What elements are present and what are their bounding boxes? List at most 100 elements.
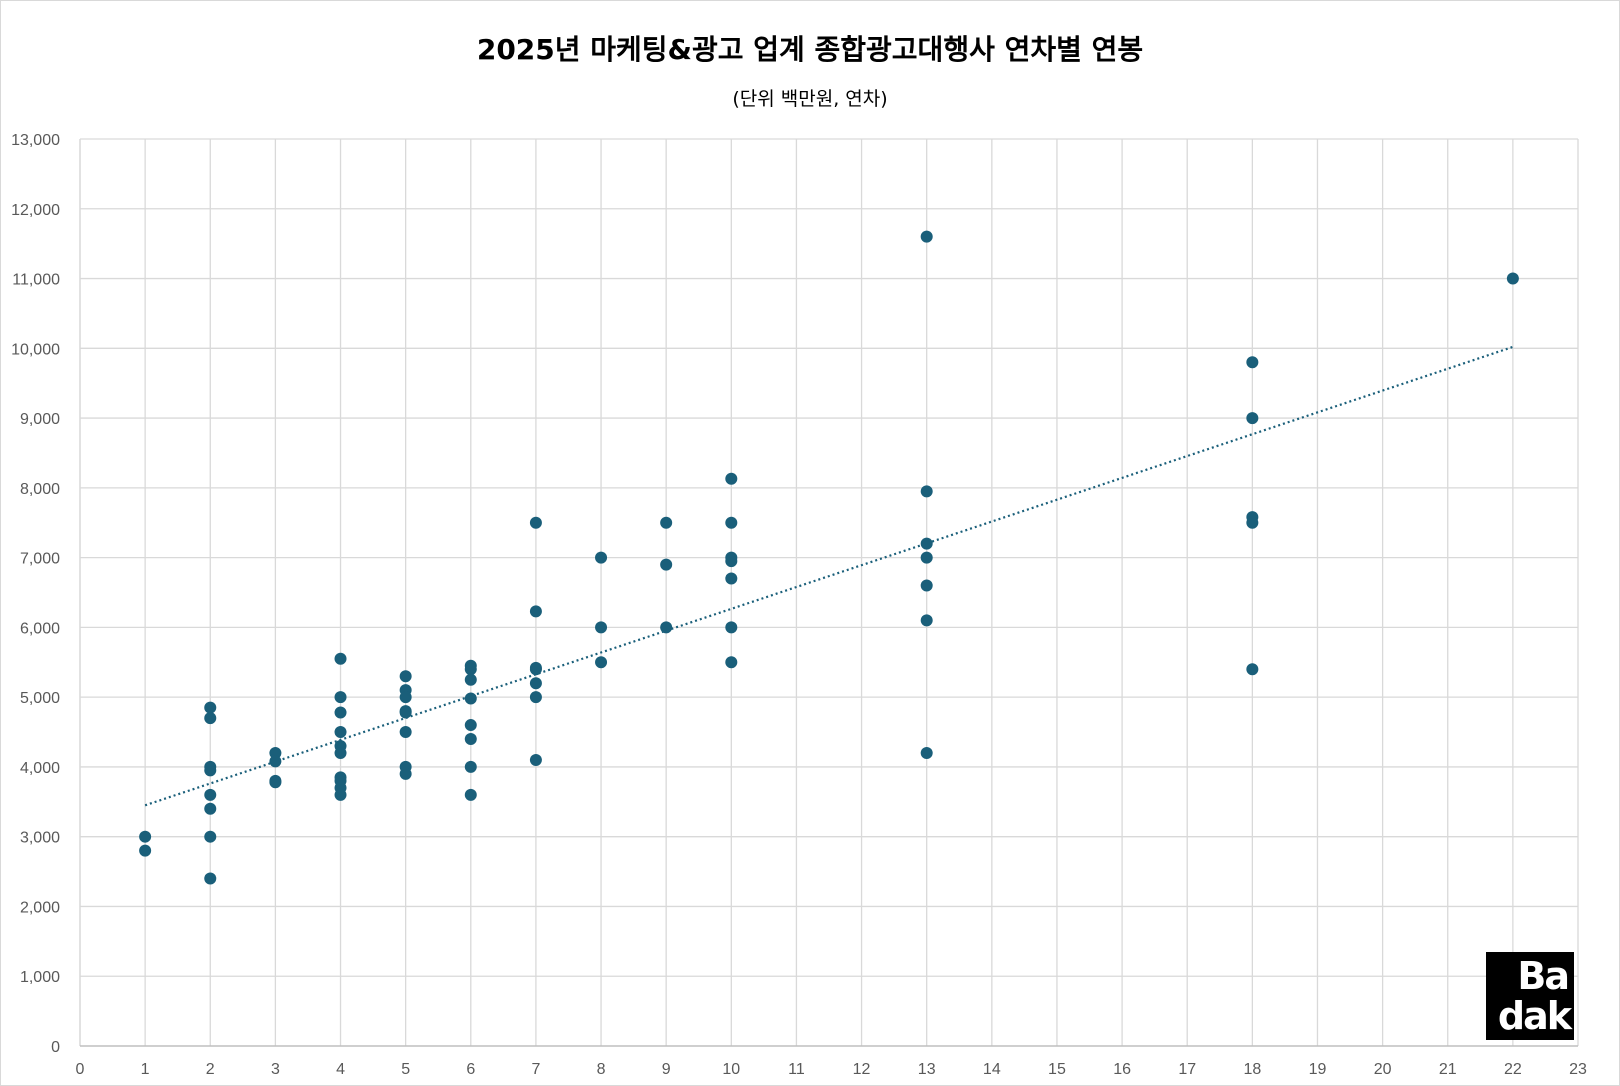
x-tick-label: 17 xyxy=(1178,1061,1196,1078)
data-point xyxy=(725,555,738,568)
data-point xyxy=(334,726,347,739)
data-point xyxy=(204,712,217,725)
data-point xyxy=(920,746,933,759)
y-tick-label: 3,000 xyxy=(20,830,60,847)
x-tick-label: 8 xyxy=(597,1061,606,1078)
data-point xyxy=(595,621,608,634)
data-point xyxy=(334,788,347,801)
data-point xyxy=(1246,412,1259,425)
trendline xyxy=(144,345,1514,807)
x-tick-label: 19 xyxy=(1309,1061,1327,1078)
x-tick-label: 13 xyxy=(918,1061,936,1078)
data-point xyxy=(399,691,412,704)
data-point xyxy=(660,558,673,571)
data-point xyxy=(204,830,217,843)
y-tick-label: 13,000 xyxy=(11,132,60,149)
x-tick-label: 11 xyxy=(788,1061,805,1078)
y-tick-label: 10,000 xyxy=(11,341,60,358)
data-point xyxy=(464,760,477,773)
data-point xyxy=(920,614,933,627)
chart-title: 2025년 마케팅&광고 업계 종합광고대행사 연차별 연봉 xyxy=(476,33,1144,66)
data-points xyxy=(139,230,1519,885)
logo-line2: dak xyxy=(1497,994,1572,1038)
trendline-group xyxy=(144,345,1514,807)
data-point xyxy=(204,701,217,714)
x-tick-label: 18 xyxy=(1243,1061,1261,1078)
data-point xyxy=(464,733,477,746)
data-point xyxy=(529,605,542,618)
data-point xyxy=(920,551,933,564)
data-point xyxy=(529,677,542,690)
x-tick-labels: 0 1 2 3 4 5 6 7 8 9 10 11 12 13 14 15 16 17 18 19 20 21 22 23 xyxy=(76,1061,1587,1078)
grid-lines xyxy=(80,138,1579,1046)
y-tick-label: 1,000 xyxy=(20,969,60,986)
data-point xyxy=(334,652,347,665)
x-tick-label: 21 xyxy=(1439,1061,1457,1078)
data-point xyxy=(1506,272,1519,285)
data-point xyxy=(399,706,412,719)
data-point xyxy=(529,691,542,704)
x-tick-label: 15 xyxy=(1048,1061,1066,1078)
data-point xyxy=(660,621,673,634)
y-tick-label: 7,000 xyxy=(20,551,60,568)
data-point xyxy=(139,830,152,843)
data-point xyxy=(334,746,347,759)
data-point xyxy=(204,802,217,815)
x-tick-label: 22 xyxy=(1504,1061,1522,1078)
logo-line1: Ba xyxy=(1517,954,1570,998)
data-point xyxy=(204,872,217,885)
data-point xyxy=(725,621,738,634)
x-tick-label: 2 xyxy=(206,1061,215,1078)
data-point xyxy=(464,663,477,676)
data-point xyxy=(920,485,933,498)
y-tick-label: 8,000 xyxy=(20,481,60,498)
y-tick-label: 9,000 xyxy=(20,411,60,428)
x-tick-label: 7 xyxy=(531,1061,540,1078)
data-point xyxy=(399,726,412,739)
x-tick-label: 9 xyxy=(662,1061,671,1078)
data-point xyxy=(529,516,542,529)
data-point xyxy=(399,670,412,683)
data-point xyxy=(1246,356,1259,369)
data-point xyxy=(725,656,738,669)
data-point xyxy=(920,579,933,592)
data-point xyxy=(464,673,477,686)
data-point xyxy=(464,692,477,705)
y-tick-label: 5,000 xyxy=(20,690,60,707)
data-point xyxy=(464,719,477,732)
x-tick-label: 10 xyxy=(722,1061,740,1078)
x-tick-label: 6 xyxy=(466,1061,475,1078)
data-point xyxy=(464,788,477,801)
data-point xyxy=(660,516,673,529)
data-point xyxy=(920,537,933,550)
data-point xyxy=(595,656,608,669)
y-tick-label: 4,000 xyxy=(20,760,60,777)
data-point xyxy=(529,753,542,766)
data-point xyxy=(269,746,282,759)
y-tick-label: 2,000 xyxy=(20,899,60,916)
x-tick-label: 23 xyxy=(1569,1061,1587,1078)
data-point xyxy=(334,691,347,704)
badak-logo: Ba dak xyxy=(1486,952,1574,1040)
y-tick-label: 0 xyxy=(51,1039,60,1056)
data-point xyxy=(725,572,738,585)
x-tick-label: 1 xyxy=(141,1061,150,1078)
x-tick-label: 14 xyxy=(983,1061,1001,1078)
y-tick-labels: 0 1,000 2,000 3,000 4,000 5,000 6,000 7,000 8,00… xyxy=(11,132,60,1056)
x-tick-label: 12 xyxy=(853,1061,871,1078)
x-tick-label: 4 xyxy=(336,1061,345,1078)
data-point xyxy=(1246,663,1259,676)
data-point xyxy=(204,764,217,777)
x-tick-label: 5 xyxy=(401,1061,410,1078)
chart-subtitle: (단위 백만원, 연차) xyxy=(732,88,888,110)
axes xyxy=(79,139,1578,1047)
data-point xyxy=(725,472,738,485)
data-point xyxy=(725,516,738,529)
data-point xyxy=(334,706,347,719)
data-point xyxy=(204,788,217,801)
data-point xyxy=(529,663,542,676)
x-tick-label: 0 xyxy=(76,1061,85,1078)
data-point xyxy=(139,844,152,857)
